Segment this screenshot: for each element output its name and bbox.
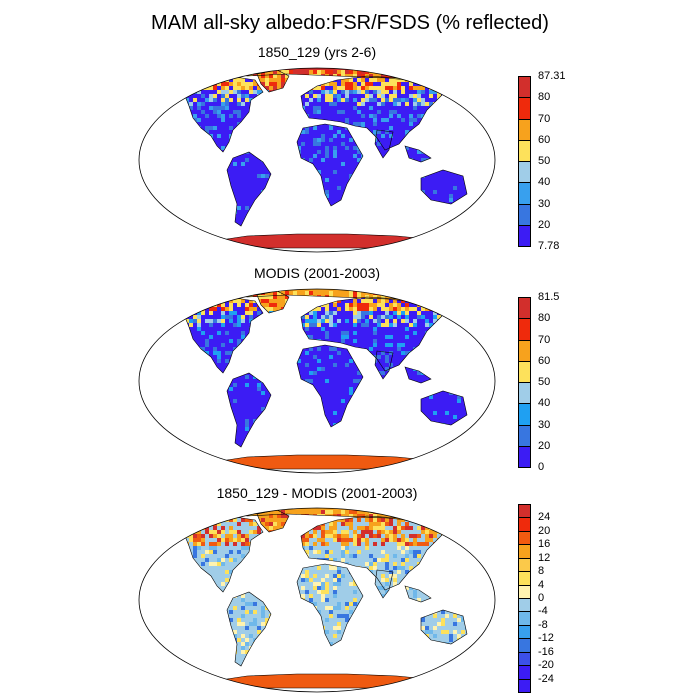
colorbar-swatch — [518, 382, 531, 405]
landmass-australia — [421, 170, 467, 204]
colorbar-label: 70 — [538, 333, 551, 346]
colorbar-label: 30 — [538, 418, 551, 431]
colorbar-label: -20 — [538, 659, 554, 672]
colorbar-label: 60 — [538, 133, 551, 146]
colorbar-swatch — [518, 624, 531, 640]
colorbar-label: 60 — [538, 354, 551, 367]
landmass-india — [375, 130, 393, 158]
colorbar-swatch — [518, 678, 531, 693]
colorbar-swatch — [518, 665, 531, 680]
colorbar-label: 20 — [538, 218, 551, 231]
colorbar-swatch — [518, 530, 531, 546]
colorbar-swatch — [518, 339, 531, 362]
colorbar-swatch — [518, 598, 531, 613]
colorbar-swatch — [518, 139, 531, 162]
globe-outline — [138, 67, 496, 253]
colorbar-swatch — [518, 557, 531, 573]
panel-title-modis: MODIS (2001-2003) — [253, 265, 381, 281]
colorbar-swatch — [518, 544, 531, 559]
colorbar-swatch — [518, 97, 531, 120]
colorbar-label: 8 — [538, 565, 545, 578]
colorbar-swatch — [518, 203, 531, 226]
globe-outline — [138, 288, 496, 474]
colorbar-label: -8 — [538, 618, 548, 631]
colorbar-model: 87.31 80 70 60 50 40 30 20 7.78 — [518, 70, 578, 252]
colorbar-label: 12 — [538, 551, 551, 564]
colorbar-label: 50 — [538, 155, 551, 167]
colorbar-swatch — [518, 403, 531, 426]
colorbar-swatch — [518, 360, 531, 383]
colorbar-swatch — [518, 161, 531, 184]
colorbar-label: -4 — [538, 605, 548, 618]
colorbar-swatch — [518, 445, 531, 468]
landmass-samerica — [227, 373, 271, 447]
colorbar-label: 40 — [538, 176, 551, 189]
colorbar-label: 80 — [538, 312, 551, 325]
colorbar-swatch — [518, 118, 531, 141]
colorbar-swatch — [518, 318, 531, 341]
colorbar-label: 0 — [538, 461, 545, 473]
colorbar-modis: 81.5 80 70 60 50 40 30 20 0 — [518, 291, 578, 473]
colorbar-label: -16 — [538, 645, 554, 658]
colorbar-label: 87.31 — [538, 70, 566, 82]
colorbar-label: -12 — [538, 632, 554, 645]
colorbar-swatch — [518, 224, 531, 247]
main-title: MAM all-sky albedo:FSR/FSDS (% reflected… — [151, 12, 549, 34]
colorbar-swatch — [518, 611, 531, 626]
globe-outline — [138, 507, 496, 693]
panel-title-difference: 1850_129 - MODIS (2001-2003) — [216, 485, 418, 501]
colorbar-label: 40 — [538, 397, 551, 410]
map-modis-albedo — [138, 288, 496, 474]
colorbar-swatch — [518, 182, 531, 205]
landmass-india — [375, 570, 393, 598]
colorbar-difference: 24 20 16 12 8 4 0 -4 -8 -12 -16 -20 -24 — [518, 504, 578, 693]
colorbar-label: 30 — [538, 197, 551, 210]
panel-title-model: 1850_129 (yrs 2-6) — [257, 44, 377, 60]
colorbar-swatch — [518, 584, 531, 599]
colorbar-swatch — [518, 424, 531, 447]
colorbar-label: 4 — [538, 578, 545, 591]
colorbar-label: 24 — [538, 511, 551, 524]
landmass-australia — [421, 610, 467, 644]
colorbar-swatch — [518, 517, 531, 532]
colorbar-swatch — [518, 638, 531, 653]
colorbar-label: 80 — [538, 91, 551, 104]
colorbar-label: 7.78 — [538, 240, 560, 252]
landmass-antarctica — [207, 455, 437, 469]
colorbar-label: 81.5 — [538, 291, 560, 303]
map-model-albedo — [138, 67, 496, 253]
colorbar-label: 20 — [538, 439, 551, 452]
colorbar-label: 0 — [538, 592, 545, 604]
colorbar-label: 50 — [538, 376, 551, 388]
landmass-antarctica — [207, 674, 437, 688]
colorbar-swatch — [518, 651, 531, 667]
colorbar-swatch — [518, 297, 531, 320]
colorbar-swatch — [518, 504, 531, 519]
map-difference — [138, 507, 496, 693]
colorbar-label: 70 — [538, 112, 551, 125]
colorbar-label: 16 — [538, 538, 551, 551]
colorbar-swatch — [518, 76, 531, 99]
colorbar-swatch — [518, 571, 531, 586]
colorbar-label: 20 — [538, 524, 551, 537]
colorbar-label: -24 — [538, 672, 554, 685]
landmass-antarctica — [207, 234, 437, 248]
